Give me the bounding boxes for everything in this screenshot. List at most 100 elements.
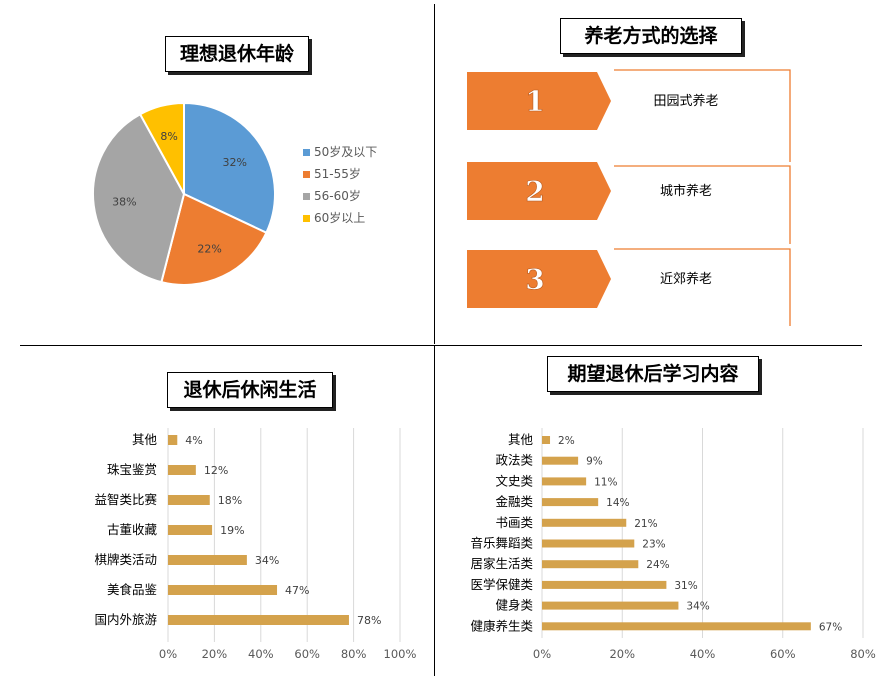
step-number: 1 xyxy=(525,85,544,118)
bar-value-label: 9% xyxy=(586,456,603,468)
retirement-mode-diagram: 1 田园式养老 2 城市养老 3 近郊养老 xyxy=(467,69,791,326)
option-label: 近郊养老 xyxy=(660,271,712,287)
bar-value-label: 67% xyxy=(819,621,842,633)
category-label: 珠宝鉴赏 xyxy=(107,462,157,477)
step-arrow xyxy=(467,162,611,220)
legend-label: 50岁及以下 xyxy=(314,144,377,159)
pie-chart-title: 理想退休年龄 xyxy=(165,36,309,72)
pie-slice xyxy=(92,112,186,284)
category-label: 医学保健类 xyxy=(470,577,533,592)
bar xyxy=(542,518,627,527)
x-tick-label: 0% xyxy=(533,647,551,661)
bar-value-label: 34% xyxy=(686,601,709,613)
category-label: 音乐舞蹈类 xyxy=(470,536,533,551)
x-tick-label: 80% xyxy=(341,647,367,661)
bracket-line xyxy=(614,165,791,244)
bar-value-label: 4% xyxy=(185,434,202,447)
legend-swatch xyxy=(303,171,310,178)
pie-slice xyxy=(183,101,276,235)
bar xyxy=(542,580,667,589)
bar xyxy=(542,456,579,465)
x-tick-label: 20% xyxy=(609,647,635,661)
bar-value-label: 78% xyxy=(357,614,381,627)
category-label: 金融类 xyxy=(495,494,533,509)
category-label: 益智类比赛 xyxy=(94,492,157,507)
bar-value-label: 14% xyxy=(606,497,629,509)
category-label: 居家生活类 xyxy=(470,556,533,571)
bar xyxy=(542,539,635,548)
leisure-chart-title: 退休后休闲生活 xyxy=(167,372,333,408)
pie-value-label: 8% xyxy=(160,130,177,143)
category-label: 棋牌类活动 xyxy=(94,552,157,567)
category-label: 政法类 xyxy=(495,453,533,468)
bar xyxy=(168,615,349,625)
x-tick-label: 40% xyxy=(248,647,274,661)
vertical-divider-bottom xyxy=(434,346,435,676)
leisure-bar-chart: 0% 20% 40% 60% 80% 100% 其他 4% 珠宝鉴赏 12% 益智类比赛 18% 古董收… xyxy=(94,428,417,661)
x-tick-label: 40% xyxy=(690,647,716,661)
bar-value-label: 31% xyxy=(674,580,697,592)
x-tick-label: 20% xyxy=(202,647,228,661)
bar xyxy=(542,622,811,631)
option-label: 田园式养老 xyxy=(653,93,718,109)
pie-slice xyxy=(138,101,185,195)
bar xyxy=(168,585,278,595)
bar-value-label: 12% xyxy=(204,464,228,477)
x-tick-label: 60% xyxy=(770,647,796,661)
bar xyxy=(542,601,679,610)
pie-value-label: 38% xyxy=(112,196,136,209)
category-label: 文史类 xyxy=(495,473,533,488)
pie-value-label: 32% xyxy=(222,156,246,169)
x-tick-label: 60% xyxy=(294,647,320,661)
legend-label: 51-55岁 xyxy=(314,166,361,181)
category-label: 其他 xyxy=(132,432,158,447)
category-label: 其他 xyxy=(508,432,534,447)
category-label: 国内外旅游 xyxy=(94,612,157,627)
option-label: 城市养老 xyxy=(660,183,712,199)
bar xyxy=(168,495,210,505)
bar-value-label: 23% xyxy=(642,539,665,551)
legend-swatch xyxy=(303,193,310,200)
bar-value-label: 34% xyxy=(255,554,279,567)
step-number: 3 xyxy=(525,263,544,296)
bar xyxy=(542,436,551,444)
pie-chart: 32% 22% 38% 8% 50岁及以下 51-55岁 56-60岁 60岁以上 xyxy=(92,101,377,286)
bar-value-label: 11% xyxy=(594,476,617,488)
bar-value-label: 47% xyxy=(285,584,309,597)
bar xyxy=(168,555,247,565)
bar xyxy=(168,435,178,445)
category-label: 书画类 xyxy=(495,515,533,530)
bar xyxy=(168,525,213,535)
legend-swatch xyxy=(303,149,310,156)
step-arrow xyxy=(467,250,611,308)
vertical-divider-top xyxy=(434,4,435,344)
bar-value-label: 24% xyxy=(646,559,669,571)
bar-value-label: 2% xyxy=(558,435,575,447)
retirement-mode-title: 养老方式的选择 xyxy=(560,18,742,54)
x-tick-label: 80% xyxy=(850,647,876,661)
bar-value-label: 21% xyxy=(634,518,657,530)
bracket-line xyxy=(614,69,791,162)
category-label: 健身类 xyxy=(495,598,533,613)
bar xyxy=(542,477,587,486)
step-arrow xyxy=(467,72,611,130)
category-label: 美食品鉴 xyxy=(107,582,158,597)
bar xyxy=(542,498,599,507)
bar-value-label: 19% xyxy=(220,524,244,537)
bar xyxy=(542,560,639,569)
study-chart-title: 期望退休后学习内容 xyxy=(547,356,759,392)
legend-label: 56-60岁 xyxy=(314,188,361,203)
legend-label: 60岁以上 xyxy=(314,210,365,225)
legend-swatch xyxy=(303,215,310,222)
bracket-line xyxy=(614,248,791,326)
category-label: 健康养生类 xyxy=(470,618,533,633)
pie-value-label: 22% xyxy=(197,242,221,255)
horizontal-divider xyxy=(20,345,862,346)
category-label: 古董收藏 xyxy=(107,522,158,537)
study-bar-chart: 0% 20% 40% 60% 80% 其他 2% 政法类 9% 文史类 11% 金融类 14% 书画类 21… xyxy=(470,428,876,661)
x-tick-label: 0% xyxy=(159,647,177,661)
step-number: 2 xyxy=(525,175,544,208)
bar xyxy=(168,465,196,475)
x-tick-label: 100% xyxy=(384,647,417,661)
pie-slice xyxy=(160,192,268,286)
